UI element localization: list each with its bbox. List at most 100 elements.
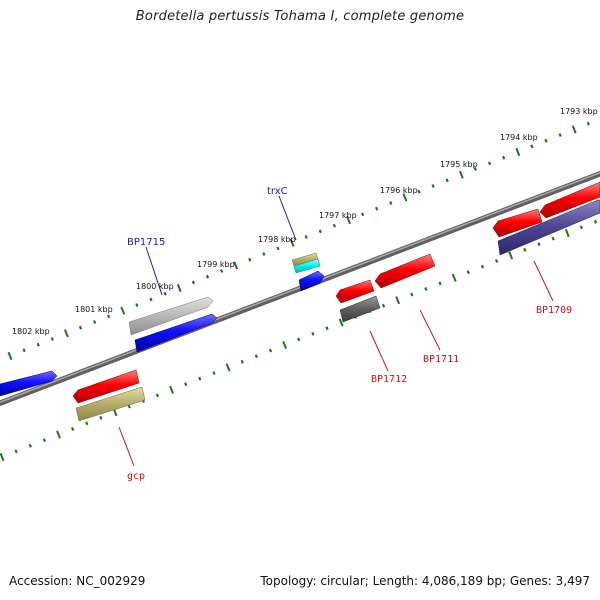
minor-tick bbox=[494, 259, 499, 263]
minor-tick bbox=[262, 252, 266, 256]
gene-arrow-gcp-olive[interactable] bbox=[75, 386, 146, 422]
genome-backbone-highlight bbox=[0, 172, 600, 403]
minor-tick bbox=[311, 331, 315, 336]
major-tick bbox=[63, 329, 69, 338]
minor-tick bbox=[410, 292, 414, 297]
forward-strand-genes bbox=[0, 199, 600, 397]
gene-arrow-bp1715[interactable] bbox=[128, 296, 214, 336]
minor-tick bbox=[389, 201, 393, 205]
minor-tick bbox=[71, 427, 75, 431]
minor-tick bbox=[480, 264, 485, 269]
tick-label-1797: 1797 kbp bbox=[319, 211, 357, 220]
major-tick bbox=[402, 193, 408, 202]
minor-tick bbox=[473, 167, 478, 171]
minor-tick bbox=[544, 138, 548, 143]
tick-label-1793: 1793 kbp bbox=[560, 107, 598, 116]
major-tick bbox=[338, 318, 344, 327]
minor-tick bbox=[551, 236, 555, 241]
minor-tick bbox=[219, 269, 224, 273]
minor-tick bbox=[205, 274, 210, 279]
gene-label-bp1715[interactable]: BP1715 bbox=[127, 237, 165, 248]
gene-arrow-bp1712-dark[interactable] bbox=[339, 295, 381, 323]
minor-tick bbox=[558, 133, 562, 137]
major-tick bbox=[176, 283, 182, 293]
minor-tick bbox=[438, 281, 442, 286]
tick-label-1798: 1798 kbp bbox=[258, 235, 296, 244]
gene-label-bp1711[interactable]: BP1711 bbox=[423, 354, 459, 365]
minor-tick bbox=[212, 371, 216, 375]
reverse-strand-genes bbox=[72, 181, 600, 422]
major-tick bbox=[0, 452, 5, 462]
gene-label-bp1709[interactable]: BP1709 bbox=[536, 305, 572, 316]
minor-tick bbox=[268, 348, 273, 353]
minor-tick bbox=[85, 421, 89, 426]
major-tick bbox=[169, 385, 174, 394]
minor-tick bbox=[276, 246, 280, 251]
major-tick bbox=[233, 261, 239, 270]
minor-tick bbox=[502, 155, 506, 160]
gene-arrow-forward[interactable] bbox=[293, 258, 321, 274]
accession-text: Accession: NC_002929 bbox=[9, 574, 146, 588]
minor-tick bbox=[537, 242, 541, 247]
minor-tick bbox=[586, 121, 590, 126]
minor-tick bbox=[466, 270, 470, 275]
minor-tick bbox=[304, 235, 308, 239]
gene-arrow-bp1712[interactable] bbox=[335, 279, 375, 304]
gene-arrow-bp1711[interactable] bbox=[374, 253, 436, 289]
minor-tick bbox=[424, 287, 428, 291]
minor-tick bbox=[198, 376, 202, 381]
minor-tick bbox=[163, 291, 167, 296]
gene-arrow-bp1709[interactable] bbox=[497, 199, 600, 256]
major-tick bbox=[571, 125, 577, 134]
gene-label-bp1712[interactable]: BP1712 bbox=[371, 374, 407, 385]
major-tick bbox=[282, 340, 288, 350]
minor-tick bbox=[92, 320, 97, 324]
tick-label-1794: 1794 kbp bbox=[500, 133, 538, 142]
minor-tick bbox=[332, 223, 337, 228]
minor-tick bbox=[523, 247, 527, 252]
minor-tick bbox=[593, 219, 598, 224]
major-tick bbox=[120, 306, 126, 315]
minor-tick bbox=[28, 443, 32, 448]
major-tick bbox=[346, 215, 351, 225]
major-tick bbox=[225, 363, 231, 372]
gene-arrow-forward[interactable] bbox=[0, 370, 58, 397]
minor-tick bbox=[22, 348, 26, 353]
scale-ticks bbox=[0, 121, 598, 462]
minor-tick bbox=[184, 382, 188, 387]
major-tick bbox=[564, 228, 570, 238]
gene-arrow-gcp[interactable] bbox=[72, 369, 140, 404]
minor-tick bbox=[318, 229, 322, 234]
minor-tick bbox=[50, 337, 54, 341]
minor-tick bbox=[14, 449, 18, 454]
minor-tick bbox=[36, 342, 40, 347]
minor-tick bbox=[42, 438, 47, 443]
gene-label-gcp[interactable]: gcp bbox=[127, 471, 145, 482]
minor-tick bbox=[417, 189, 421, 194]
minor-tick bbox=[191, 280, 196, 285]
gene-arrow-forward[interactable] bbox=[298, 270, 325, 292]
minor-tick bbox=[297, 337, 301, 342]
minor-tick bbox=[149, 297, 153, 302]
minor-tick bbox=[487, 161, 492, 166]
minor-tick bbox=[381, 303, 386, 308]
major-tick bbox=[451, 273, 457, 282]
minor-tick bbox=[579, 225, 583, 230]
minor-tick bbox=[530, 144, 534, 149]
gene-arrow-reverse[interactable] bbox=[539, 181, 600, 219]
genome-backbone bbox=[0, 170, 600, 407]
major-tick bbox=[458, 170, 464, 179]
gene-arrow-forward[interactable] bbox=[134, 313, 218, 353]
minor-tick bbox=[445, 178, 449, 183]
minor-tick bbox=[248, 257, 252, 262]
tick-label-1802: 1802 kbp bbox=[12, 327, 50, 336]
minor-tick bbox=[325, 326, 329, 331]
gene-label-trxc[interactable]: trxC bbox=[267, 186, 288, 197]
major-tick bbox=[56, 430, 61, 439]
major-tick bbox=[508, 251, 514, 260]
minor-tick bbox=[107, 314, 111, 319]
tick-label-1795: 1795 kbp bbox=[440, 160, 478, 169]
gene-arrow-reverse[interactable] bbox=[492, 208, 543, 238]
